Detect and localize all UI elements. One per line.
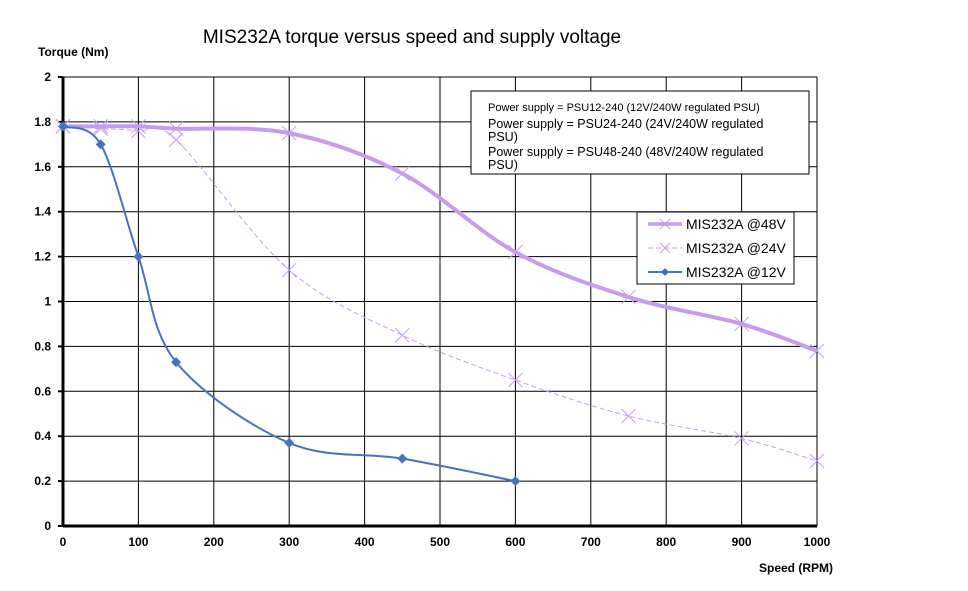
legend: MIS232A @48V MIS232A @24V MIS232A @12V <box>636 211 795 285</box>
y-tick-label: 1.8 <box>34 115 51 129</box>
data-point <box>58 121 68 132</box>
data-point <box>809 343 825 359</box>
data-point <box>397 453 408 464</box>
x-tick-label: 800 <box>656 535 676 549</box>
annotation-psu24: Power supply = PSU24-240 (24V/240W regul… <box>488 117 764 131</box>
y-tick-label: 0.8 <box>34 339 51 353</box>
svg-text:MIS232A @24V: MIS232A @24V <box>686 240 786 256</box>
annotation-box: Power supply = PSU12-240 (12V/240W regul… <box>470 90 810 175</box>
y-tick-label: 0.2 <box>34 474 51 488</box>
data-point <box>394 166 410 181</box>
svg-text:MIS232A @12V: MIS232A @12V <box>686 264 786 280</box>
data-point <box>621 289 636 305</box>
data-point <box>133 251 144 262</box>
y-axis-label: Torque (Nm) <box>38 45 108 59</box>
data-point <box>93 119 109 134</box>
data-point <box>510 476 521 487</box>
data-point <box>131 119 146 134</box>
x-tick-label: 900 <box>732 535 752 549</box>
data-point <box>284 437 295 448</box>
data-point <box>171 357 182 368</box>
x-marker-icon <box>659 218 671 230</box>
data-point <box>621 408 636 424</box>
data-point <box>508 372 523 388</box>
y-tick-label: 1.4 <box>34 205 51 219</box>
x-axis-label: Speed (RPM) <box>759 561 833 575</box>
legend-item-12v: MIS232A @12V <box>648 264 786 280</box>
diamond-marker-icon <box>661 268 669 276</box>
data-point <box>809 453 825 469</box>
data-point <box>508 244 523 260</box>
x-tick-label: 500 <box>430 535 450 549</box>
x-tick-label: 0 <box>60 535 67 549</box>
x-tick-label: 600 <box>505 535 525 549</box>
x-tick-label: 700 <box>581 535 601 549</box>
annotation-psu48-cont: PSU) <box>488 158 518 172</box>
y-tick-label: 0 <box>44 519 51 533</box>
data-point <box>95 139 106 150</box>
svg-text:MIS232A @48V: MIS232A @48V <box>686 216 786 232</box>
data-point <box>281 125 297 141</box>
series-mis232a-12v <box>58 121 521 487</box>
legend-item-48v: MIS232A @48V <box>648 216 786 232</box>
series-line <box>62 125 818 462</box>
x-tick-label: 400 <box>355 535 375 549</box>
series-line <box>63 124 818 353</box>
x-tick-label: 200 <box>204 535 224 549</box>
annotation-psu12: Power supply = PSU12-240 (12V/240W regul… <box>488 102 760 114</box>
y-tick-label: 2 <box>44 70 51 84</box>
y-tick-label: 0.6 <box>34 384 51 398</box>
annotation-psu48: Power supply = PSU48-240 (48V/240W regul… <box>488 145 764 159</box>
annotation-psu24-cont: PSU) <box>488 130 518 144</box>
data-point <box>734 316 749 332</box>
data-point <box>281 262 297 278</box>
x-tick-label: 1000 <box>804 535 831 549</box>
x-tick-label: 300 <box>279 535 299 549</box>
y-tick-label: 0.4 <box>34 429 51 443</box>
chart-title: MIS232A torque versus speed and supply v… <box>203 27 621 48</box>
x-tick-label: 100 <box>128 535 148 549</box>
legend-item-24v: MIS232A @24V <box>648 240 786 256</box>
data-point <box>168 132 184 148</box>
y-tick-label: 1 <box>44 295 51 309</box>
x-marker-icon <box>659 242 671 254</box>
y-tick-label: 1.2 <box>34 250 51 264</box>
data-point <box>168 121 184 136</box>
y-tick-label: 1.6 <box>34 160 51 174</box>
data-point <box>93 121 109 136</box>
data-point <box>394 327 410 343</box>
data-point <box>734 431 749 446</box>
